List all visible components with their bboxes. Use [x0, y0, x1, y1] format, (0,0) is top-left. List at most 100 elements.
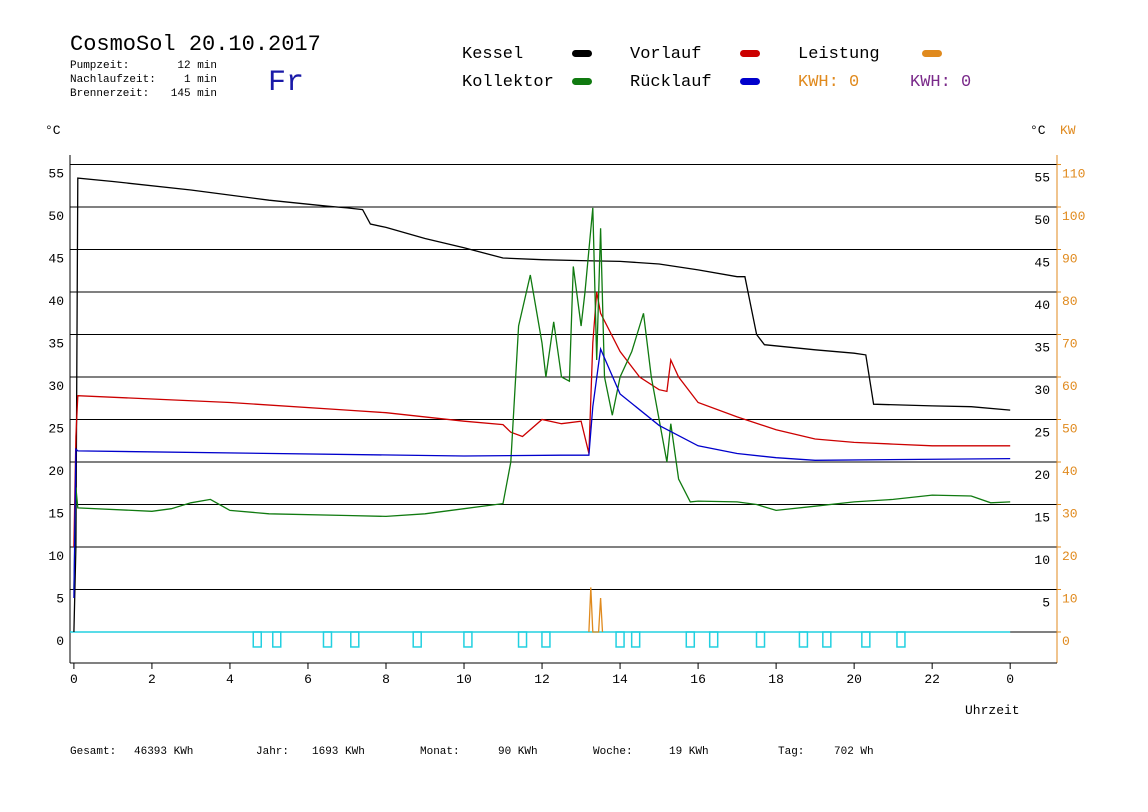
y-tick-label-right: 20	[1034, 468, 1050, 483]
y-tick-label: 0	[56, 634, 64, 649]
y2-tick-label: 110	[1062, 167, 1085, 182]
y2-tick-label: 100	[1062, 209, 1085, 224]
y-tick-label-right: 35	[1034, 341, 1050, 356]
pump-pulse	[412, 631, 422, 648]
x-tick-label: 2	[148, 672, 156, 687]
y-tick-label-right: 30	[1034, 383, 1050, 398]
pump-pulse	[541, 631, 551, 648]
y-tick-label-right: 55	[1034, 171, 1050, 186]
y-tick-label: 55	[48, 167, 64, 182]
series-line	[73, 177, 1011, 633]
legend-label: Rücklauf	[630, 73, 712, 92]
chart-title: CosmoSol 20.10.2017	[70, 32, 321, 57]
x-tick-label: 22	[924, 672, 940, 687]
pump-pulse	[755, 631, 766, 648]
y-tick-label: 40	[48, 294, 64, 309]
footer-label: Tag:	[778, 746, 804, 758]
y2-tick-label: 70	[1062, 337, 1078, 352]
footer-value: 90 KWh	[498, 746, 538, 758]
y-tick-label: 35	[48, 337, 64, 352]
y2-axis-label: KW	[1060, 123, 1076, 138]
footer-label: Woche:	[593, 746, 633, 758]
y2-tick-label: 80	[1062, 294, 1078, 309]
y-tick-label: 50	[48, 209, 64, 224]
pump-pulse	[322, 631, 333, 648]
x-tick-label: 10	[456, 672, 472, 687]
x-tick-label: 0	[70, 672, 78, 687]
legend-label: Kessel	[462, 45, 523, 64]
y-tick-label: 30	[48, 379, 64, 394]
pump-pulse	[252, 631, 263, 648]
footer-value: 19 KWh	[669, 746, 709, 758]
y-tick-label: 5	[56, 591, 64, 606]
info-label: Brennerzeit:	[70, 88, 149, 100]
y2-tick-label: 50	[1062, 421, 1078, 436]
y-tick-label-right: 25	[1034, 425, 1050, 440]
x-tick-label: 16	[690, 672, 706, 687]
pump-pulse	[463, 631, 473, 648]
x-tick-label: 12	[534, 672, 550, 687]
pump-pulse	[350, 631, 360, 648]
footer-value: 702 Wh	[834, 746, 874, 758]
kwh-label: KWH: 0	[910, 73, 971, 92]
y-tick-label-right: 40	[1034, 298, 1050, 313]
footer-label: Jahr:	[256, 746, 289, 758]
x-tick-label: 6	[304, 672, 312, 687]
info-value: 12 min	[177, 60, 217, 72]
y-tick-label: 20	[48, 464, 64, 479]
legend-label: Kollektor	[462, 73, 554, 92]
info-value: 1 min	[184, 74, 217, 86]
y-axis-label: °C	[45, 123, 61, 138]
y-tick-label-right: 15	[1034, 510, 1050, 525]
x-tick-label: 8	[382, 672, 390, 687]
pump-pulse	[798, 631, 809, 648]
y-tick-label-right: 5	[1042, 595, 1050, 610]
y2-tick-label: 60	[1062, 379, 1078, 394]
y-tick-label: 10	[48, 549, 64, 564]
legend-swatch	[572, 78, 592, 85]
x-axis-label: Uhrzeit	[965, 703, 1020, 718]
y-tick-label-right: 50	[1034, 213, 1050, 228]
pump-pulse	[630, 631, 641, 648]
footer-label: Monat:	[420, 746, 460, 758]
y-tick-label-right: 45	[1034, 256, 1050, 271]
pump-pulse	[272, 631, 282, 648]
y2-tick-label: 0	[1062, 634, 1070, 649]
y-axis-label-right: °C	[1030, 123, 1046, 138]
y2-tick-label: 30	[1062, 506, 1078, 521]
y-tick-label-right: 10	[1034, 553, 1050, 568]
legend-swatch	[572, 50, 592, 57]
legend-label: Vorlauf	[630, 45, 701, 64]
pump-pulse	[822, 631, 832, 648]
y-tick-label: 15	[48, 506, 64, 521]
weekday: Fr	[268, 66, 304, 100]
legend-swatch	[740, 78, 760, 85]
pump-pulse	[861, 631, 871, 648]
x-tick-label: 4	[226, 672, 234, 687]
footer-label: Gesamt:	[70, 746, 116, 758]
y-tick-label: 45	[48, 252, 64, 267]
legend-label: Leistung	[798, 45, 880, 64]
y2-tick-label: 90	[1062, 252, 1078, 267]
info-label: Nachlaufzeit:	[70, 74, 156, 86]
legend-swatch	[922, 50, 942, 57]
pump-pulse	[615, 631, 625, 648]
x-tick-label: 20	[846, 672, 862, 687]
footer-value: 46393 KWh	[134, 746, 193, 758]
y-tick-label: 25	[48, 421, 64, 436]
y2-tick-label: 40	[1062, 464, 1078, 479]
series-line	[73, 207, 1011, 590]
legend-swatch	[740, 50, 760, 57]
pump-pulse	[708, 631, 719, 648]
pump-pulse	[896, 631, 906, 648]
info-label: Pumpzeit:	[70, 60, 129, 72]
series-line	[588, 587, 604, 633]
info-value: 145 min	[171, 88, 217, 100]
series-line	[73, 346, 1011, 599]
kwh-label: KWH: 0	[798, 73, 859, 92]
x-tick-label: 18	[768, 672, 784, 687]
x-tick-label: 14	[612, 672, 628, 687]
pump-pulse	[517, 631, 528, 648]
footer-value: 1693 KWh	[312, 746, 365, 758]
